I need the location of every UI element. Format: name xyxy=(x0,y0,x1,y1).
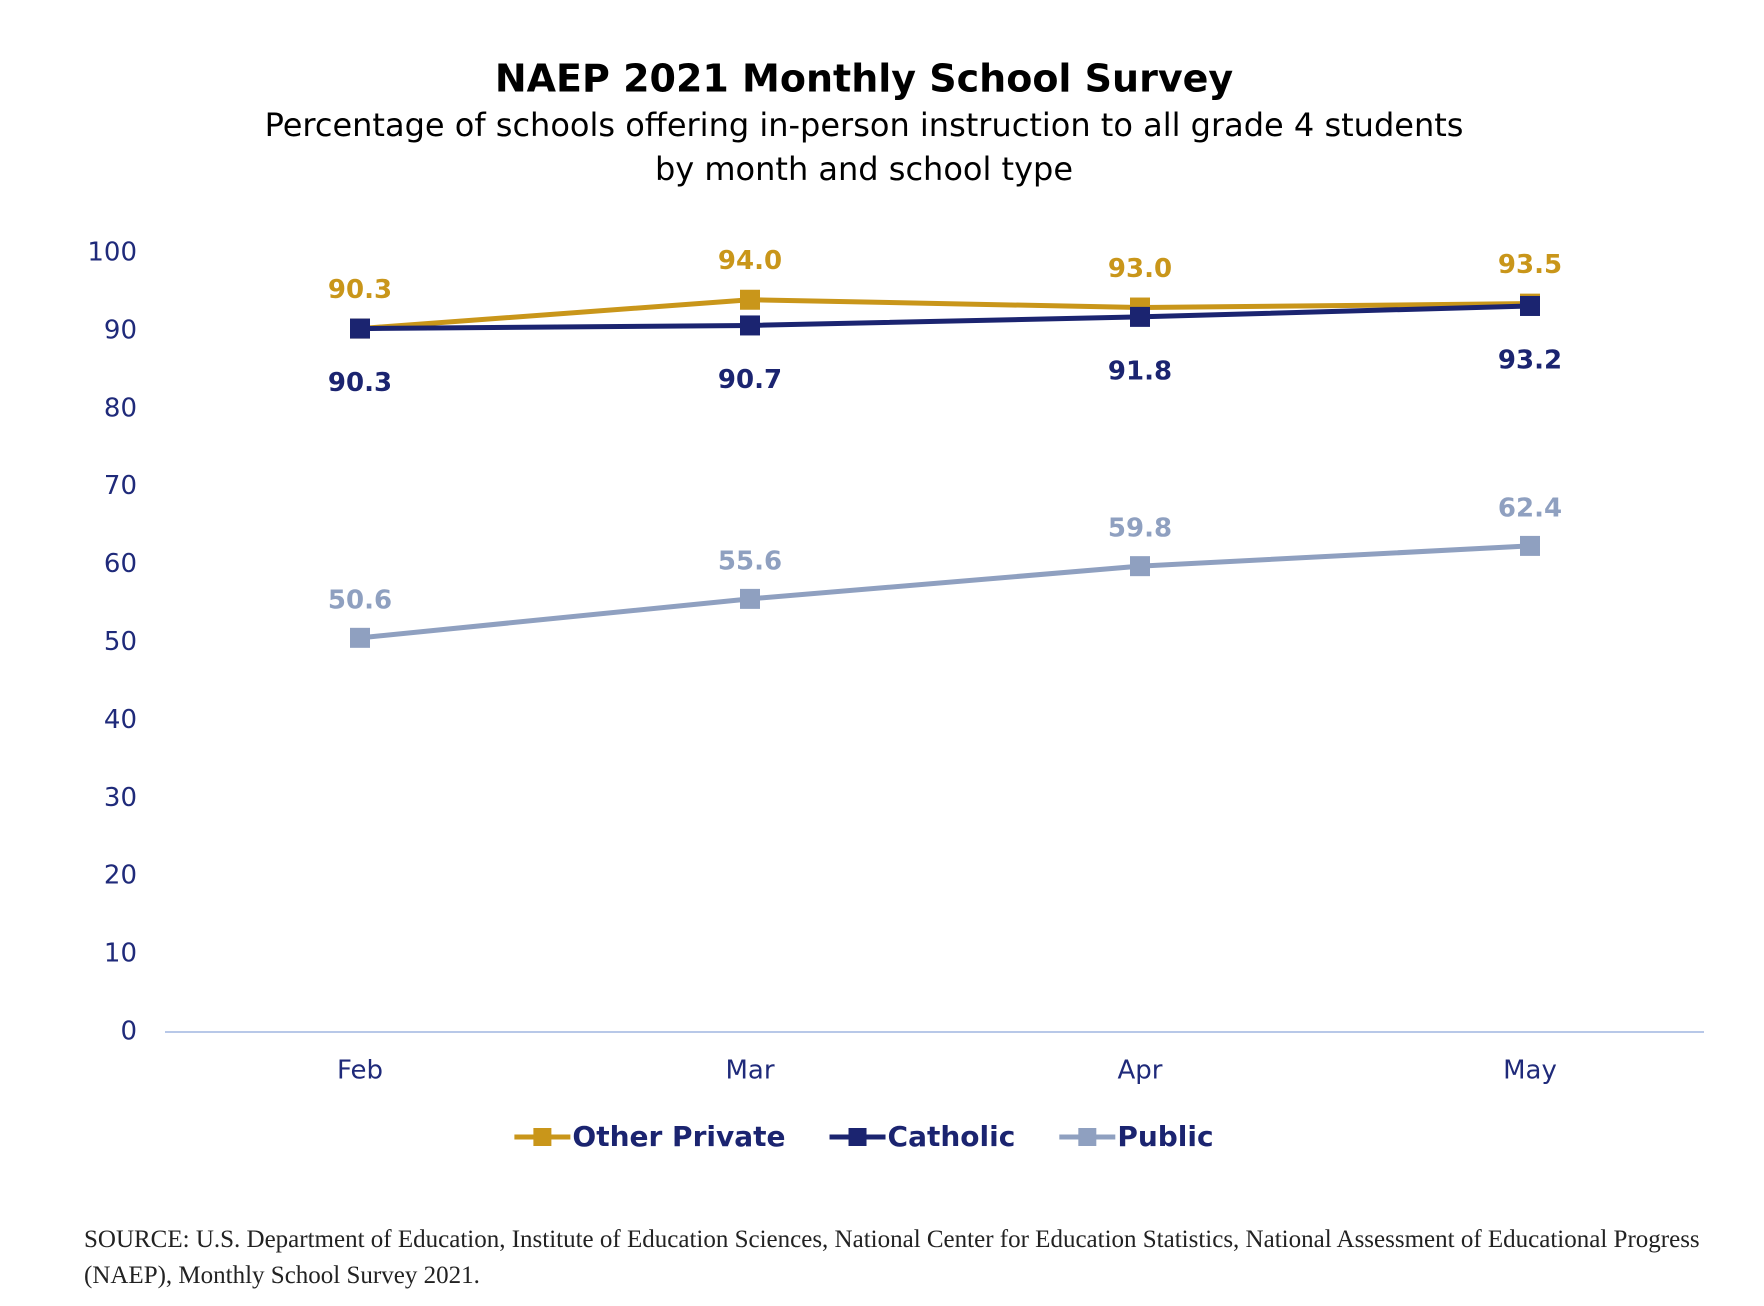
series-line xyxy=(359,303,1531,332)
point-marker xyxy=(740,588,760,609)
x-tick-label: Apr xyxy=(1118,1056,1163,1086)
x-tick-label: Mar xyxy=(725,1056,774,1086)
legend-marker xyxy=(848,1128,867,1146)
y-tick-label: 30 xyxy=(104,783,137,813)
y-tick-label: 100 xyxy=(87,238,137,268)
point-marker xyxy=(740,289,760,310)
y-tick-label: 60 xyxy=(104,549,137,579)
x-tick-label: May xyxy=(1503,1056,1557,1086)
data-label: 59.8 xyxy=(1108,514,1172,544)
point-marker xyxy=(350,318,370,339)
point-marker xyxy=(1520,535,1540,556)
y-tick-label: 10 xyxy=(104,939,137,969)
chart-subtitle: by month and school type xyxy=(655,150,1073,188)
point-marker xyxy=(740,315,760,336)
data-label: 94.0 xyxy=(718,246,782,276)
chart-subtitle: Percentage of schools offering in-person… xyxy=(265,106,1464,144)
y-tick-label: 40 xyxy=(104,705,137,735)
legend-item: Public xyxy=(1059,1120,1214,1153)
data-label: 93.5 xyxy=(1498,250,1562,280)
chart: NAEP 2021 Monthly School Survey Percenta… xyxy=(87,57,1704,1153)
data-label: 90.3 xyxy=(328,368,392,398)
series-line xyxy=(359,543,1531,641)
legend-item: Catholic xyxy=(829,1120,1016,1153)
legend-item: Other Private xyxy=(514,1120,786,1153)
data-label: 55.6 xyxy=(718,546,782,576)
data-label: 62.4 xyxy=(1498,493,1562,523)
legend-marker xyxy=(533,1128,552,1146)
point-marker xyxy=(1520,295,1540,316)
legend-label: Other Private xyxy=(572,1120,785,1153)
x-tick-label: Feb xyxy=(337,1056,383,1086)
source-note: SOURCE: U.S. Department of Education, In… xyxy=(84,1226,1700,1289)
data-label: 50.6 xyxy=(328,585,392,615)
point-marker xyxy=(1130,556,1150,577)
y-tick-label: 50 xyxy=(104,627,137,657)
y-tick-label: 80 xyxy=(104,393,137,423)
y-tick-label: 90 xyxy=(104,315,137,345)
data-label: 93.2 xyxy=(1498,345,1562,375)
legend-marker xyxy=(1078,1128,1097,1146)
y-tick-label: 70 xyxy=(104,471,137,501)
data-label: 90.7 xyxy=(718,365,782,395)
y-tick-label: 0 xyxy=(120,1017,137,1047)
series-line xyxy=(359,297,1531,332)
data-label: 93.0 xyxy=(1108,254,1172,284)
y-tick-label: 20 xyxy=(104,861,137,891)
data-label: 90.3 xyxy=(328,275,392,305)
point-marker xyxy=(350,627,370,648)
chart-title: NAEP 2021 Monthly School Survey xyxy=(495,57,1234,101)
point-marker xyxy=(1130,306,1150,327)
legend-label: Public xyxy=(1117,1120,1213,1153)
data-label: 91.8 xyxy=(1108,356,1172,386)
legend-label: Catholic xyxy=(888,1120,1016,1153)
